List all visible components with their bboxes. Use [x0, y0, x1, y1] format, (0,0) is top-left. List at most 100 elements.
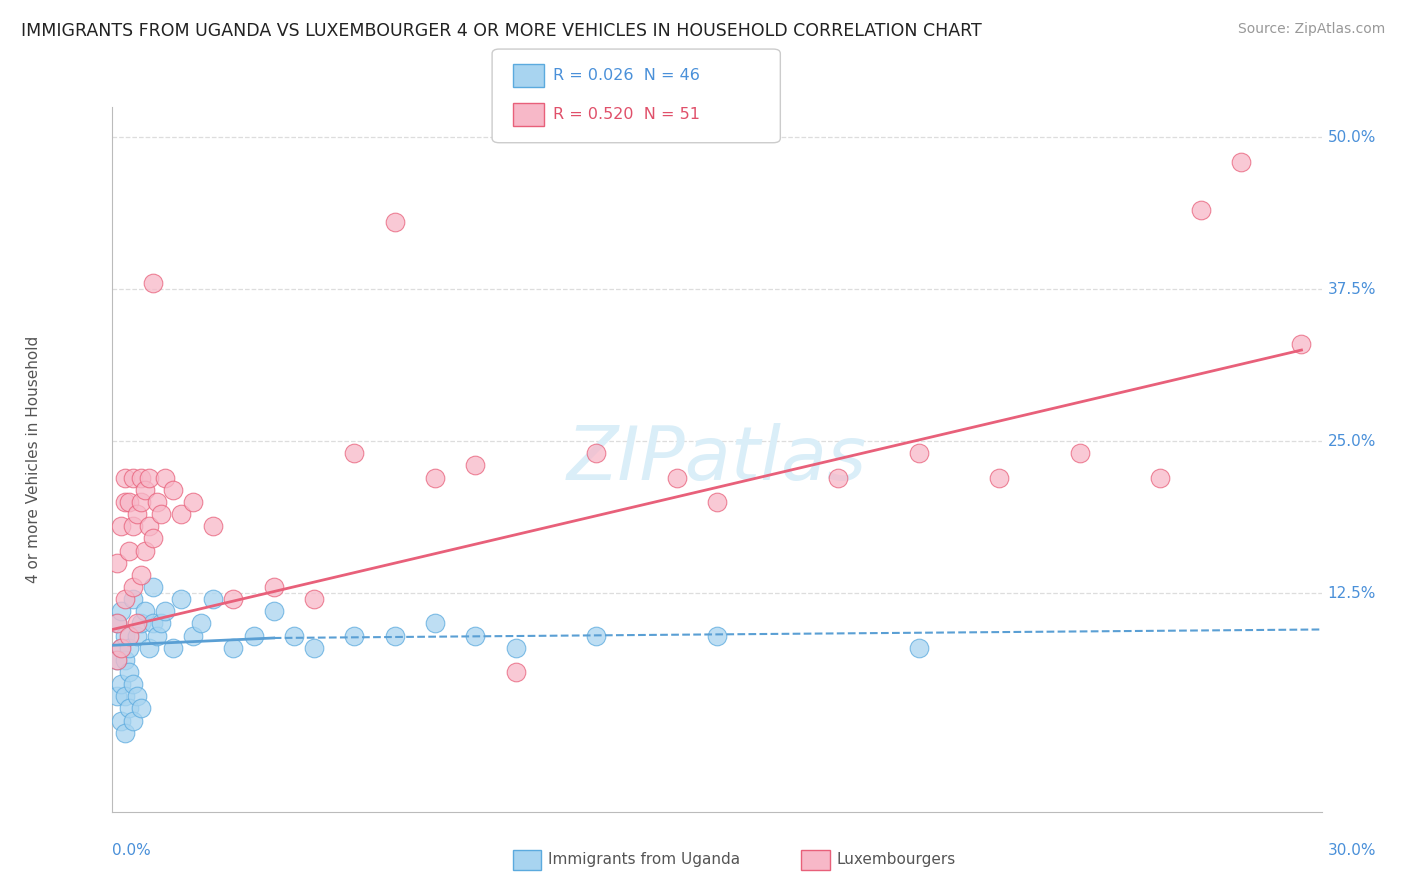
Text: 37.5%: 37.5% [1327, 282, 1376, 297]
Point [121, 677, 143, 691]
Point [134, 543, 156, 558]
Point [129, 701, 152, 715]
Point [105, 690, 128, 704]
Point [153, 604, 176, 618]
Point [146, 495, 169, 509]
Point [283, 628, 305, 642]
Point [105, 616, 128, 631]
Point [114, 495, 136, 509]
Text: 0.0%: 0.0% [112, 844, 152, 858]
Point [222, 592, 245, 607]
Point [585, 628, 607, 642]
Point [114, 628, 136, 642]
Point [129, 616, 152, 631]
Point [343, 446, 366, 460]
Point [134, 604, 156, 618]
Point [121, 519, 143, 533]
Text: R = 0.026  N = 46: R = 0.026 N = 46 [553, 69, 699, 83]
Point [149, 507, 172, 521]
Point [110, 714, 132, 728]
Point [117, 665, 139, 679]
Point [665, 470, 688, 484]
Point [1189, 203, 1212, 218]
Point [121, 714, 143, 728]
Text: 30.0%: 30.0% [1327, 844, 1376, 858]
Point [117, 495, 139, 509]
Point [263, 580, 285, 594]
Point [117, 640, 139, 655]
Point [117, 543, 139, 558]
Point [505, 665, 527, 679]
Point [149, 616, 172, 631]
Point [105, 653, 128, 667]
Point [129, 567, 152, 582]
Point [1149, 470, 1171, 484]
Point [170, 507, 193, 521]
Point [117, 628, 139, 642]
Text: 50.0%: 50.0% [1327, 130, 1376, 145]
Point [125, 616, 148, 631]
Point [121, 592, 143, 607]
Point [907, 446, 929, 460]
Text: R = 0.520  N = 51: R = 0.520 N = 51 [553, 107, 700, 121]
Point [142, 532, 165, 546]
Point [464, 628, 486, 642]
Point [827, 470, 849, 484]
Point [505, 640, 527, 655]
Point [110, 604, 132, 618]
Point [202, 519, 225, 533]
Point [110, 519, 132, 533]
Point [190, 616, 212, 631]
Point [134, 483, 156, 497]
Point [384, 215, 406, 229]
Point [181, 628, 204, 642]
Text: ZIPatlas: ZIPatlas [567, 424, 868, 495]
Point [142, 277, 165, 291]
Text: Immigrants from Uganda: Immigrants from Uganda [548, 853, 741, 867]
Point [585, 446, 607, 460]
Point [343, 628, 366, 642]
Point [222, 640, 245, 655]
Point [114, 690, 136, 704]
Point [114, 725, 136, 739]
Text: IMMIGRANTS FROM UGANDA VS LUXEMBOURGER 4 OR MORE VEHICLES IN HOUSEHOLD CORRELATI: IMMIGRANTS FROM UGANDA VS LUXEMBOURGER 4… [21, 22, 981, 40]
Point [1230, 154, 1253, 169]
Point [105, 653, 128, 667]
Text: 4 or more Vehicles in Household: 4 or more Vehicles in Household [27, 335, 41, 583]
Point [263, 604, 285, 618]
Point [181, 495, 204, 509]
Point [125, 628, 148, 642]
Point [114, 470, 136, 484]
Point [105, 556, 128, 570]
Point [242, 628, 264, 642]
Point [202, 592, 225, 607]
Point [142, 616, 165, 631]
Point [302, 640, 325, 655]
Point [110, 640, 132, 655]
Point [125, 690, 148, 704]
Point [1069, 446, 1091, 460]
Point [129, 470, 152, 484]
Point [706, 495, 728, 509]
Point [110, 640, 132, 655]
Point [121, 470, 143, 484]
Point [114, 592, 136, 607]
Point [423, 470, 446, 484]
Point [302, 592, 325, 607]
Text: Source: ZipAtlas.com: Source: ZipAtlas.com [1237, 22, 1385, 37]
Point [146, 628, 169, 642]
Point [142, 580, 165, 594]
Text: 25.0%: 25.0% [1327, 434, 1376, 449]
Text: Luxembourgers: Luxembourgers [837, 853, 956, 867]
Point [162, 640, 184, 655]
Point [988, 470, 1011, 484]
Point [117, 701, 139, 715]
Point [384, 628, 406, 642]
Point [153, 470, 176, 484]
Point [138, 470, 160, 484]
Point [423, 616, 446, 631]
Point [110, 677, 132, 691]
Point [105, 616, 128, 631]
Point [464, 458, 486, 473]
Point [114, 653, 136, 667]
